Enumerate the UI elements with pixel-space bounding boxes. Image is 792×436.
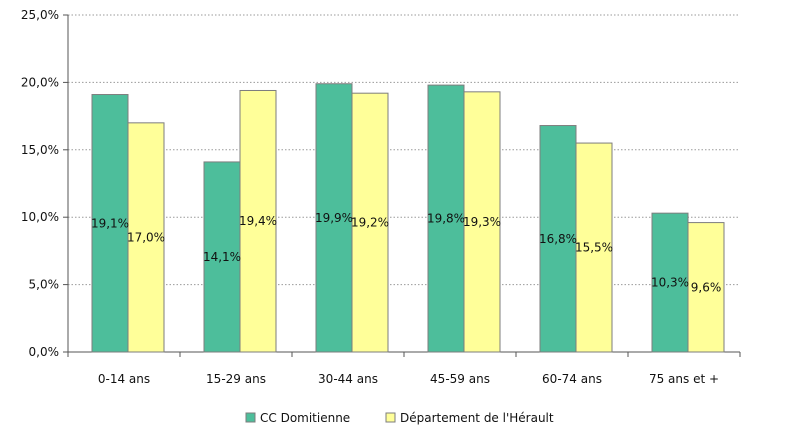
axes: 0,0% 5,0% 10,0% 15,0% 20,0% 25,0% 0-14 ans 15-2… xyxy=(21,8,741,386)
data-label: 14,1% xyxy=(203,250,241,264)
data-label: 10,3% xyxy=(651,276,689,290)
bar-departement-herault xyxy=(239,89,277,353)
gridlines xyxy=(68,14,740,286)
bar-departement-herault xyxy=(463,91,501,353)
y-tick-label: 25,0% xyxy=(21,8,59,22)
legend-swatch xyxy=(245,412,256,423)
y-tick-label: 5,0% xyxy=(29,278,60,292)
data-label: 19,4% xyxy=(239,214,277,228)
data-label: 19,2% xyxy=(351,216,389,230)
legend: CC Domitienne Département de l'Hérault xyxy=(245,411,554,425)
data-label: 19,8% xyxy=(427,212,465,226)
bar-cc-domitienne xyxy=(315,83,353,353)
bar-cc-domitienne xyxy=(203,161,241,353)
bar-cc-domitienne xyxy=(91,94,129,353)
bar-departement-herault xyxy=(127,122,165,353)
data-label: 17,0% xyxy=(127,230,165,244)
bar-departement-herault xyxy=(575,142,613,353)
data-label: 19,3% xyxy=(463,215,501,229)
data-label: 19,9% xyxy=(315,211,353,225)
x-tick-label: 60-74 ans xyxy=(542,372,602,386)
x-tick-label: 45-59 ans xyxy=(430,372,490,386)
data-labels: 19,1%17,0% 14,1% 19,4% 19,9%19,2% 19,8%19,3%… xyxy=(91,211,721,294)
bar-departement-herault xyxy=(351,92,389,353)
legend-label: CC Domitienne xyxy=(260,411,350,425)
y-tick-label: 15,0% xyxy=(21,143,59,157)
bar-departement-herault xyxy=(687,222,725,353)
data-label: 15,5% xyxy=(575,241,613,255)
bar-cc-domitienne xyxy=(539,125,577,353)
legend-label: Département de l'Hérault xyxy=(400,411,554,425)
legend-swatch xyxy=(385,412,396,423)
x-tick-label: 75 ans et + xyxy=(649,372,719,386)
y-tick-label: 20,0% xyxy=(21,75,59,89)
data-label: 19,1% xyxy=(91,216,129,230)
data-label: 9,6% xyxy=(691,280,722,294)
bar-cc-domitienne xyxy=(651,212,689,353)
bars xyxy=(91,83,725,353)
x-tick-label: 30-44 ans xyxy=(318,372,378,386)
x-tick-label: 0-14 ans xyxy=(98,372,150,386)
data-label: 16,8% xyxy=(539,232,577,246)
y-tick-label: 10,0% xyxy=(21,210,59,224)
y-tick-label: 0,0% xyxy=(29,345,60,359)
bar-cc-domitienne xyxy=(427,84,465,353)
x-tick-label: 15-29 ans xyxy=(206,372,266,386)
